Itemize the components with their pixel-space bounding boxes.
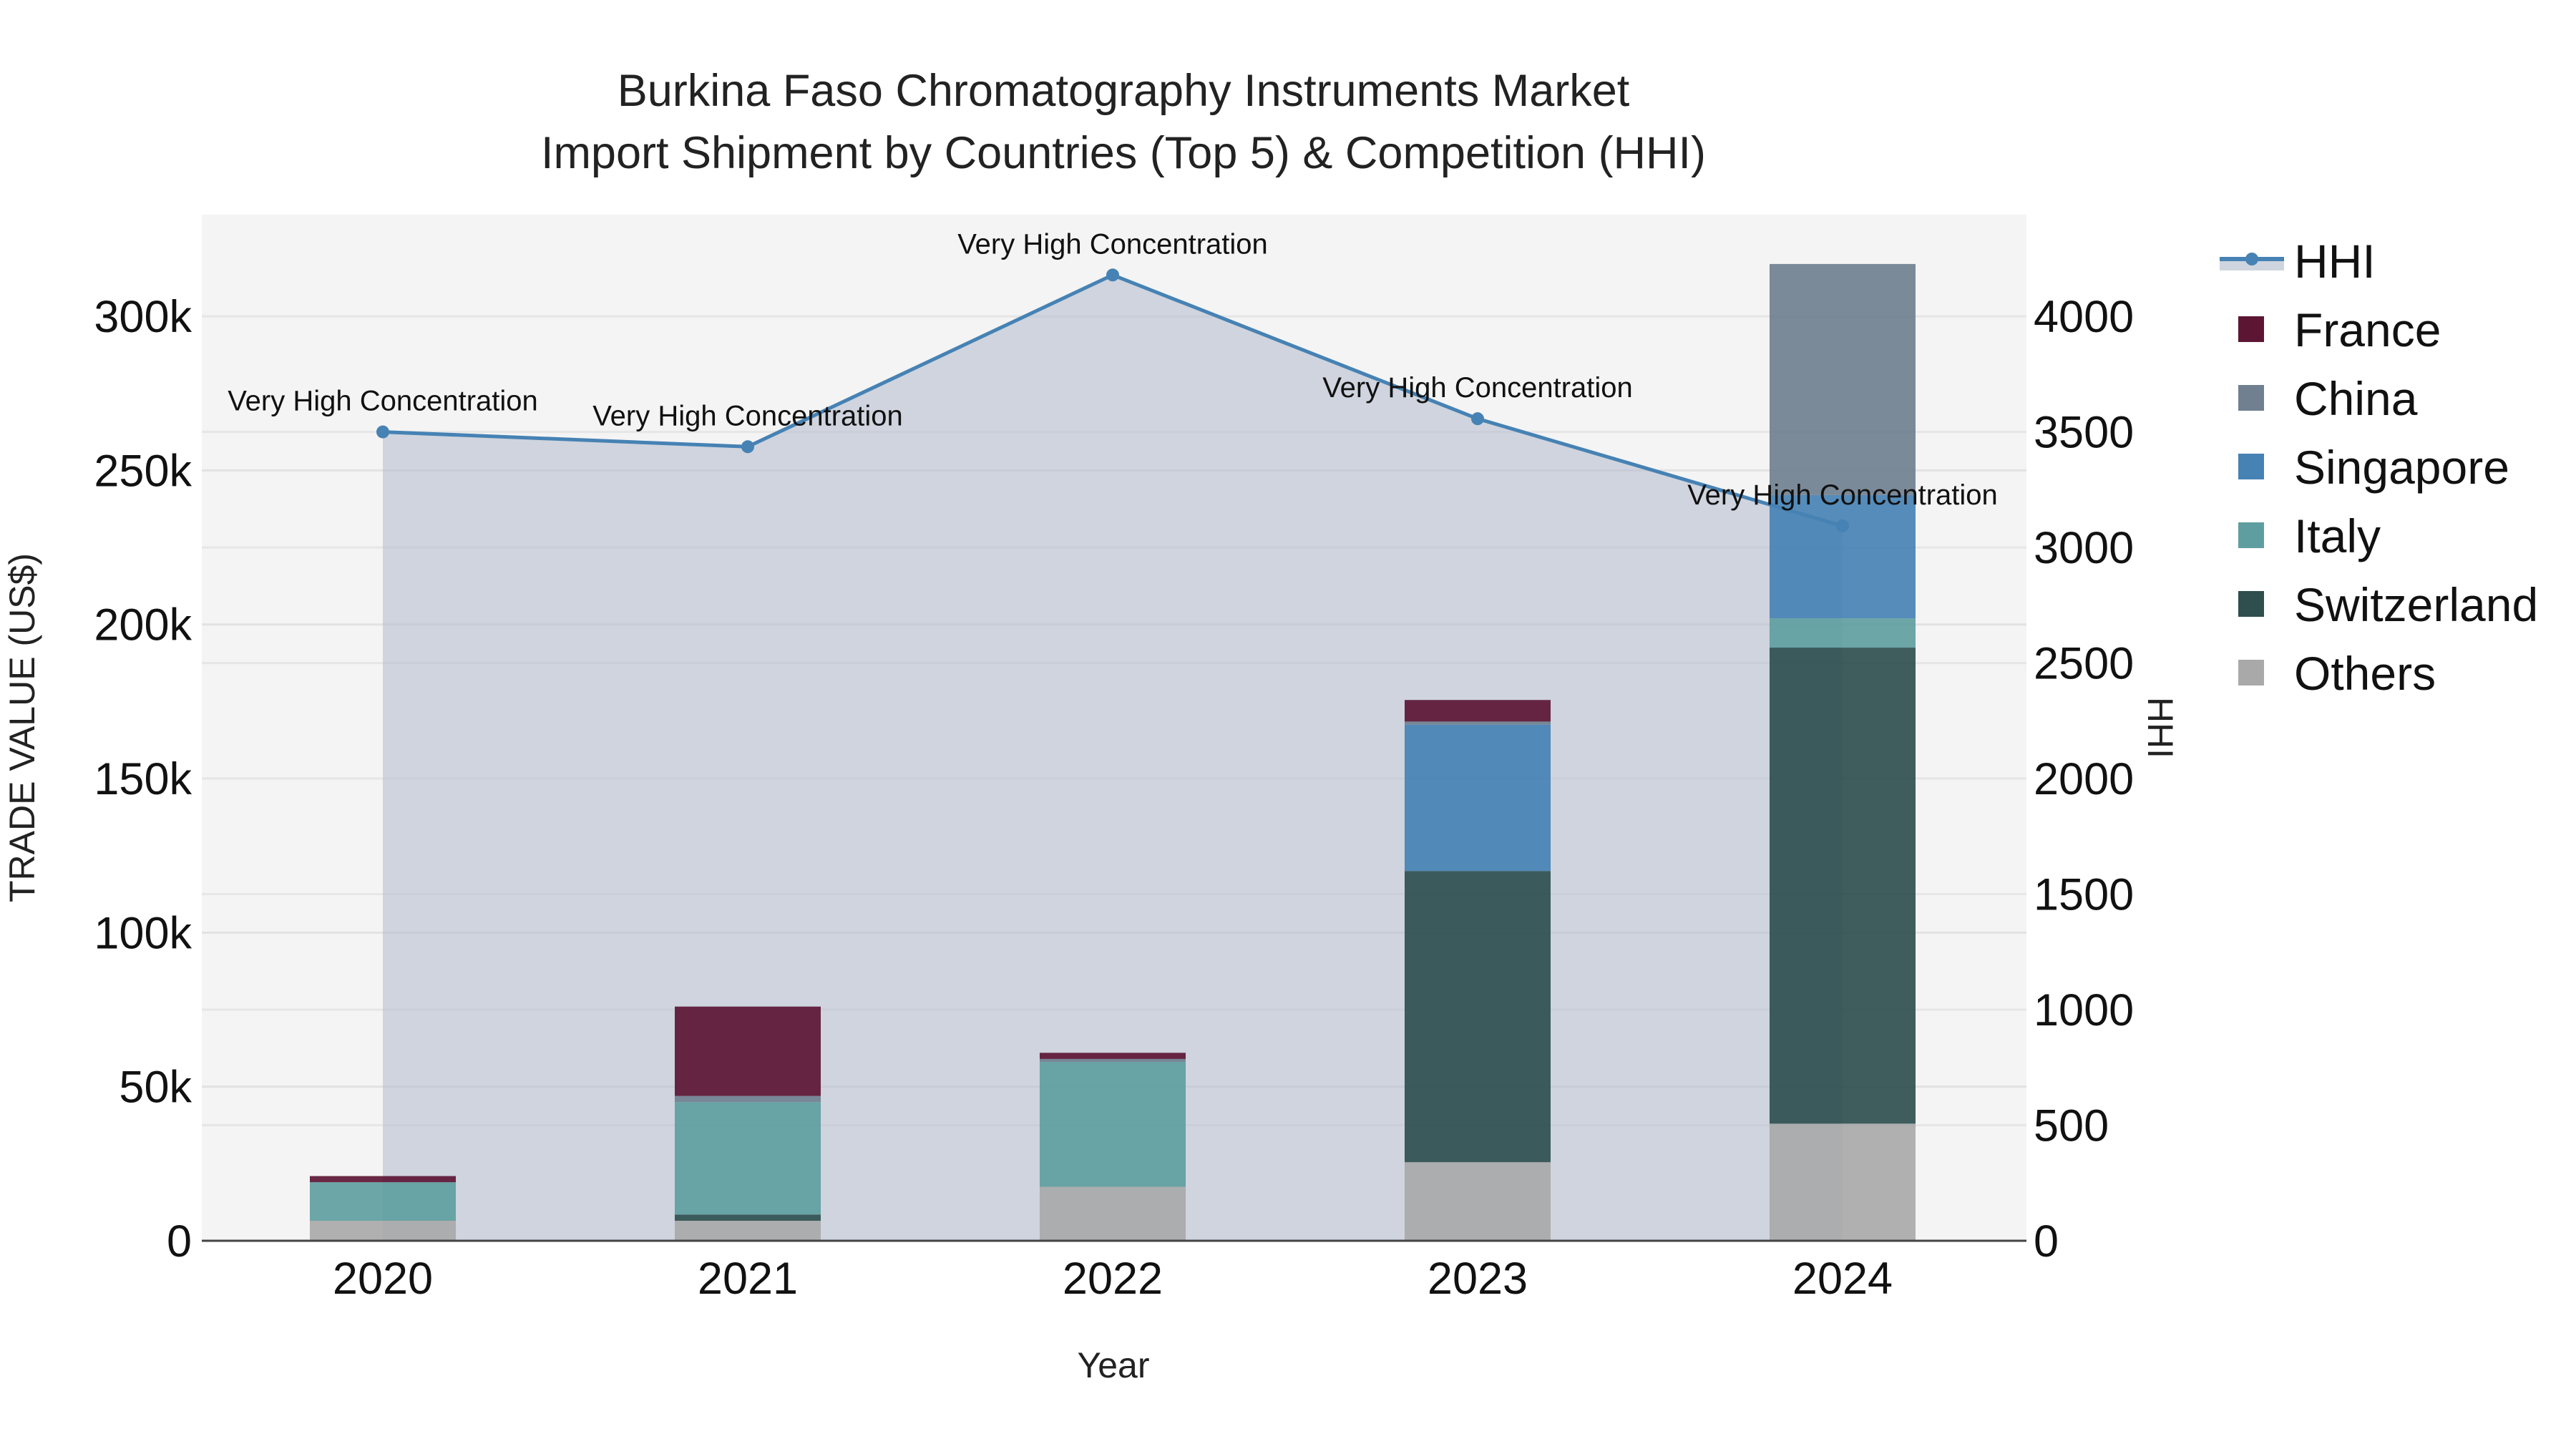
x-axis-title: Year (1077, 1345, 1149, 1385)
y2-tick-label: 500 (2034, 1101, 2109, 1151)
legend-label: Italy (2294, 509, 2381, 562)
bar-segment-china[interactable] (1770, 263, 1916, 495)
legend-label: Singapore (2294, 441, 2509, 494)
bar-segment-france[interactable] (310, 1176, 456, 1183)
legend-swatch (2238, 454, 2264, 479)
bar-segment-france[interactable] (1040, 1053, 1186, 1059)
y2-axis-ticks: 0 500 1000 1500 2000 2500 3000 3500 4000 (2034, 292, 2134, 1267)
bar-segment-france[interactable] (675, 1006, 821, 1096)
chart-title-line1: Burkina Faso Chromatography Instruments … (618, 66, 1630, 116)
y2-tick-label: 0 (2034, 1216, 2059, 1267)
y-tick-label: 150k (94, 754, 192, 804)
bar-segment-others[interactable] (675, 1221, 821, 1241)
y2-axis-title: HHI (2140, 697, 2180, 758)
x-tick-label: 2022 (1063, 1254, 1163, 1304)
bar-segment-switzerland[interactable] (1770, 648, 1916, 1124)
hhi-marker[interactable] (1471, 412, 1484, 426)
bar-segment-singapore[interactable] (1405, 724, 1551, 872)
legend: HHI France China Singapore Italy Switzerland O… (2220, 235, 2538, 700)
legend-label: Others (2294, 647, 2436, 700)
y2-tick-label: 4000 (2034, 292, 2134, 342)
legend-label: Switzerland (2294, 578, 2538, 631)
legend-item-singapore[interactable]: Singapore (2238, 441, 2509, 494)
bar-segment-italy[interactable] (675, 1102, 821, 1215)
y2-tick-label: 2500 (2034, 639, 2134, 689)
bar-segment-china[interactable] (1405, 721, 1551, 725)
bar-segment-others[interactable] (1040, 1186, 1186, 1241)
bar-segment-singapore[interactable] (1770, 494, 1916, 619)
hhi-annotation: Very High Concentration (228, 386, 538, 417)
hhi-annotation: Very High Concentration (1322, 372, 1633, 404)
hhi-marker[interactable] (1106, 268, 1119, 282)
x-tick-label: 2020 (333, 1254, 433, 1304)
bar-segment-china[interactable] (675, 1096, 821, 1103)
hhi-line: Very High Concentration Very High Concent… (228, 228, 1998, 533)
y-tick-label: 50k (119, 1063, 192, 1113)
bar-segment-france[interactable] (1405, 700, 1551, 722)
legend-swatch (2238, 660, 2264, 686)
x-tick-label: 2023 (1428, 1254, 1528, 1304)
y-tick-label: 0 (167, 1216, 192, 1267)
y-axis-title: TRADE VALUE (US$) (2, 553, 42, 902)
x-axis-ticks: 2020 2021 2022 2023 2024 (333, 1254, 1893, 1304)
legend-item-switzerland[interactable]: Switzerland (2238, 578, 2538, 631)
bar-segment-china[interactable] (1040, 1058, 1186, 1063)
hhi-marker[interactable] (741, 440, 754, 454)
y2-tick-label: 3000 (2034, 523, 2134, 573)
bar-segment-switzerland[interactable] (675, 1214, 821, 1221)
legend-item-china[interactable]: China (2238, 372, 2418, 425)
hhi-marker[interactable] (376, 425, 389, 439)
legend-item-france[interactable]: France (2238, 303, 2441, 356)
legend-item-hhi[interactable]: HHI (2220, 235, 2376, 288)
x-tick-label: 2024 (1792, 1254, 1893, 1304)
bar-segment-italy[interactable] (1770, 618, 1916, 648)
chart-title-line2: Import Shipment by Countries (Top 5) & C… (541, 128, 1706, 178)
y2-tick-label: 2000 (2034, 754, 2134, 804)
legend-item-italy[interactable]: Italy (2238, 509, 2381, 562)
bar-segment-italy[interactable] (310, 1182, 456, 1221)
legend-swatch (2238, 522, 2264, 548)
legend-label: France (2294, 303, 2441, 356)
bar-segment-others[interactable] (1770, 1123, 1916, 1241)
stacked-bars (310, 263, 1916, 1241)
y2-tick-label: 3500 (2034, 408, 2134, 458)
bar-segment-italy[interactable] (1040, 1062, 1186, 1187)
y-axis-ticks: 0 50k 100k 150k 200k 250k 300k (94, 292, 192, 1267)
y-tick-label: 300k (94, 292, 192, 342)
legend-item-others[interactable]: Others (2238, 647, 2436, 700)
y-tick-label: 100k (94, 908, 192, 958)
legend-swatch (2238, 316, 2264, 342)
y-tick-label: 200k (94, 600, 192, 650)
legend-label: China (2294, 372, 2418, 425)
y2-tick-label: 1000 (2034, 985, 2134, 1035)
bar-segment-others[interactable] (1405, 1162, 1551, 1241)
x-tick-label: 2021 (698, 1254, 798, 1304)
bar-segment-switzerland[interactable] (1405, 871, 1551, 1163)
hhi-annotation: Very High Concentration (1687, 479, 1998, 511)
bar-segment-others[interactable] (310, 1221, 456, 1241)
hhi-annotation: Very High Concentration (592, 400, 903, 431)
hhi-annotation: Very High Concentration (957, 228, 1268, 260)
y2-tick-label: 1500 (2034, 870, 2134, 920)
legend-label: HHI (2294, 235, 2376, 288)
y-tick-label: 250k (94, 446, 192, 496)
legend-swatch (2238, 385, 2264, 411)
hhi-marker[interactable] (1836, 519, 1849, 533)
legend-swatch (2238, 591, 2264, 617)
